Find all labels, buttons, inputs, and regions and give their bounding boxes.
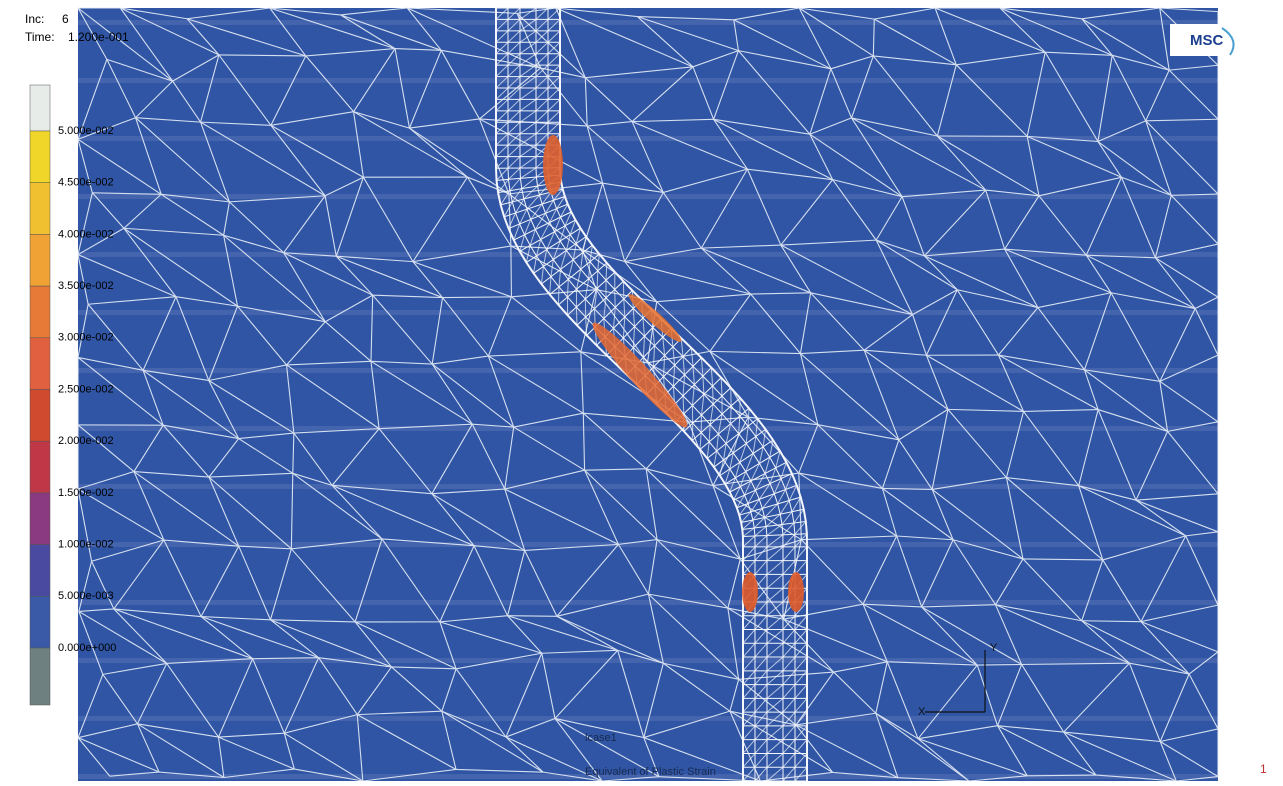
colorbar-segment xyxy=(30,131,50,183)
colorbar-segment xyxy=(30,493,50,545)
mesh-edge xyxy=(1027,775,1096,776)
colorbar-segment xyxy=(30,441,50,493)
x-axis-label: X xyxy=(918,706,926,718)
stripe xyxy=(78,136,1218,141)
legend-label: 1.000e-002 xyxy=(58,539,114,551)
inc-value: 6 xyxy=(62,12,69,26)
legend-label: 1.500e-002 xyxy=(58,487,114,499)
variable-label: Equivalent of Plastic Strain xyxy=(585,766,716,778)
time-value: 1.200e-001 xyxy=(68,30,129,44)
pipe-diagonal xyxy=(713,386,714,404)
colorbar-segment xyxy=(30,390,50,442)
colorbar-segment xyxy=(30,85,50,131)
legend-label: 0.000e+000 xyxy=(58,642,116,654)
colorbar-segment xyxy=(30,286,50,338)
stripe xyxy=(78,194,1218,199)
pipe-diagonal xyxy=(576,307,577,325)
pipe-diagonal xyxy=(558,287,559,305)
hot-spot xyxy=(742,572,758,612)
legend-label: 2.500e-002 xyxy=(58,383,114,395)
legend-label: 5.000e-002 xyxy=(58,125,114,137)
mesh-edge xyxy=(511,246,512,297)
pipe-diagonal xyxy=(615,290,616,308)
stripe xyxy=(78,600,1218,605)
legend-label: 3.500e-002 xyxy=(58,280,114,292)
stripe xyxy=(78,78,1218,83)
stripe xyxy=(78,20,1218,25)
stripe xyxy=(78,426,1218,431)
logo: MSC xyxy=(1190,32,1224,49)
legend-label: 2.000e-002 xyxy=(58,435,114,447)
legend-label: 4.000e-002 xyxy=(58,228,114,240)
page-number: 1 xyxy=(1260,762,1267,776)
mesh-edge xyxy=(443,297,512,298)
mesh-edge xyxy=(508,616,557,617)
colorbar-segment xyxy=(30,338,50,390)
pipe-diagonal xyxy=(597,271,598,288)
y-axis-label: Y xyxy=(990,642,998,654)
legend-label: 3.000e-002 xyxy=(58,332,114,344)
time-label: Time: xyxy=(25,30,55,44)
hot-spot xyxy=(788,572,804,612)
hot-spot xyxy=(543,135,563,195)
colorbar-segment xyxy=(30,648,50,705)
colorbar-segment xyxy=(30,183,50,235)
case-label: lcase1 xyxy=(585,732,617,744)
mesh-edge xyxy=(977,664,1021,665)
colorbar-segment xyxy=(30,234,50,286)
legend-label: 4.500e-002 xyxy=(58,177,114,189)
colorbar-segment xyxy=(30,545,50,597)
inc-label: Inc: xyxy=(25,12,44,26)
colorbar-segment xyxy=(30,596,50,648)
stripe xyxy=(78,484,1218,489)
legend-label: 5.000e-003 xyxy=(58,590,114,602)
